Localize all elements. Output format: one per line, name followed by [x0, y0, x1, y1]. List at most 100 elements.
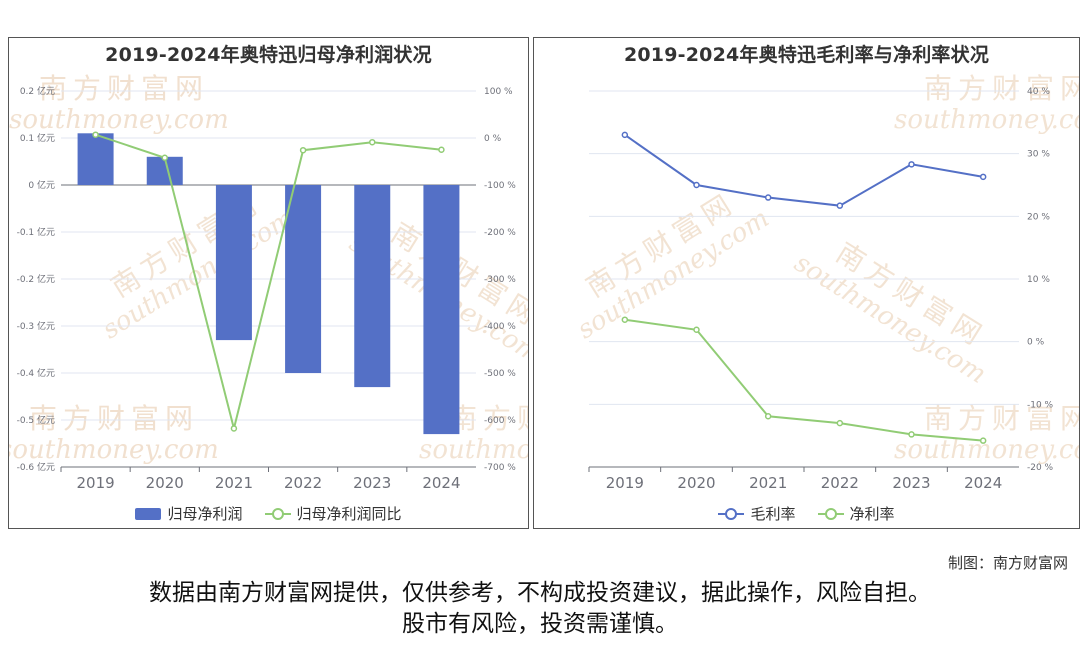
y-tick-label-left: -0.2 亿元 [17, 273, 55, 285]
watermark-text: 南方财富网 [449, 402, 528, 435]
legend: 归母净利润 归母净利润同比 [9, 503, 528, 524]
y-tick-label-right: -100 % [484, 181, 516, 191]
x-tick-label: 2019 [606, 474, 644, 492]
y-tick-label-left: -0.1 亿元 [17, 226, 55, 238]
chart-title: 2019-2024年奥特迅毛利率与净利率状况 [623, 44, 990, 66]
data-point [979, 437, 987, 444]
bar [215, 185, 252, 341]
y-tick-label-right: 30 % [1027, 150, 1050, 160]
data-point [836, 202, 844, 209]
watermark-text: southmoney.com [9, 435, 219, 465]
y-tick-label-right: 10 % [1027, 275, 1050, 285]
bar [354, 185, 391, 388]
watermark-text: southmoney.com [419, 435, 528, 465]
data-point [908, 161, 915, 168]
data-point [693, 326, 700, 334]
bar [285, 185, 322, 373]
y-tick-label-left: 0 亿元 [28, 179, 55, 191]
legend-item-gross[interactable]: 毛利率 [718, 503, 796, 524]
y-tick-label-right: -300 % [484, 275, 516, 285]
bar [423, 185, 460, 435]
y-tick-label-left: 0.2 亿元 [20, 85, 55, 97]
x-tick-label: 2020 [677, 474, 715, 492]
series-line [624, 318, 984, 442]
watermark-text: southmoney.com [894, 435, 1079, 465]
y-tick-label-right: -10 % [1027, 400, 1054, 410]
data-point [693, 181, 700, 189]
x-tick-label: 2024 [422, 474, 460, 492]
y-tick-label-left: 0.1 亿元 [20, 132, 55, 144]
watermark-text: 南方财富网 [924, 72, 1079, 105]
line-swatch-icon [817, 507, 844, 520]
data-point [621, 316, 629, 323]
line-swatch-icon [264, 507, 291, 520]
watermark-text: 南方财富网 [39, 72, 209, 105]
watermark-text: 南方财富网 [29, 402, 199, 435]
y-tick-label-right: -200 % [484, 228, 516, 238]
x-tick-label: 2021 [749, 474, 787, 492]
y-tick-label-right: -700 % [484, 463, 516, 473]
y-tick-label-right: 0 % [1027, 338, 1045, 348]
legend-item-line[interactable]: 归母净利润同比 [264, 503, 402, 524]
legend-item-bar[interactable]: 归母净利润 [135, 503, 243, 524]
chart-title: 2019-2024年奥特迅归母净利润状况 [105, 44, 432, 66]
watermark-text: southmoney.com [9, 105, 229, 135]
y-tick-label-right: 0 % [484, 134, 502, 144]
series-line [624, 134, 984, 207]
bar-swatch-icon [135, 507, 162, 520]
legend-label: 归母净利润 [167, 505, 243, 523]
x-tick-label: 2022 [821, 474, 859, 492]
legend-item-net[interactable]: 净利率 [817, 503, 895, 524]
disclaimer-line-1: 数据由南方财富网提供，仅供参考，不构成投资建议，据此操作，风险自担。 [149, 580, 931, 606]
line-swatch-icon [718, 507, 745, 520]
y-tick-label-left: -0.4 亿元 [17, 367, 55, 379]
x-tick-label: 2022 [284, 474, 322, 492]
data-point [369, 138, 376, 146]
data-point [230, 425, 238, 432]
data-point [621, 131, 629, 139]
legend-label: 毛利率 [750, 505, 796, 523]
x-tick-label: 2019 [76, 474, 114, 492]
data-point [299, 146, 307, 154]
data-point [764, 412, 772, 420]
x-tick-label: 2021 [215, 474, 253, 492]
chart-plot-net-profit: 南方财富网southmoney.com南方财富网southmoney.com南方… [9, 72, 528, 492]
y-tick-label-right: 40 % [1027, 87, 1050, 97]
data-point [161, 154, 168, 161]
y-tick-label-left: -0.3 亿元 [17, 320, 55, 332]
data-point [979, 173, 987, 181]
y-tick-label-left: -0.6 亿元 [17, 461, 55, 473]
watermark-text: 南方财富网 [924, 402, 1079, 435]
y-tick-label-right: -20 % [1027, 463, 1054, 473]
x-tick-label: 2023 [892, 474, 930, 492]
data-point [908, 431, 915, 438]
chart-panel-margins: 2019-2024年奥特迅毛利率与净利率状况 南方财富网 southmoney.c… [533, 37, 1080, 529]
chart-credit: 制图：南方财富网 [947, 554, 1068, 572]
x-tick-label: 2020 [146, 474, 184, 492]
chart-panel-net-profit: 2019-2024年奥特迅归母净利润状况 南方财富网 southmoney.com… [8, 37, 529, 529]
y-tick-label-right: 20 % [1027, 212, 1050, 222]
x-tick-label: 2024 [964, 474, 1002, 492]
y-tick-label-right: -600 % [484, 416, 516, 426]
legend: 毛利率 净利率 [534, 503, 1079, 524]
data-point [836, 419, 844, 427]
y-tick-label-right: 100 % [484, 87, 513, 97]
y-tick-label-right: -400 % [484, 322, 516, 332]
legend-label: 归母净利润同比 [296, 505, 402, 523]
disclaimer: 数据由南方财富网提供，仅供参考，不构成投资建议，据此操作，风险自担。 股市有风险… [0, 578, 1080, 640]
watermark-text: southmoney.com [894, 105, 1079, 135]
bar [77, 133, 114, 185]
x-tick-label: 2023 [353, 474, 391, 492]
y-tick-label-left: -0.5 亿元 [17, 414, 55, 426]
data-point [438, 146, 445, 153]
data-point [92, 131, 99, 138]
